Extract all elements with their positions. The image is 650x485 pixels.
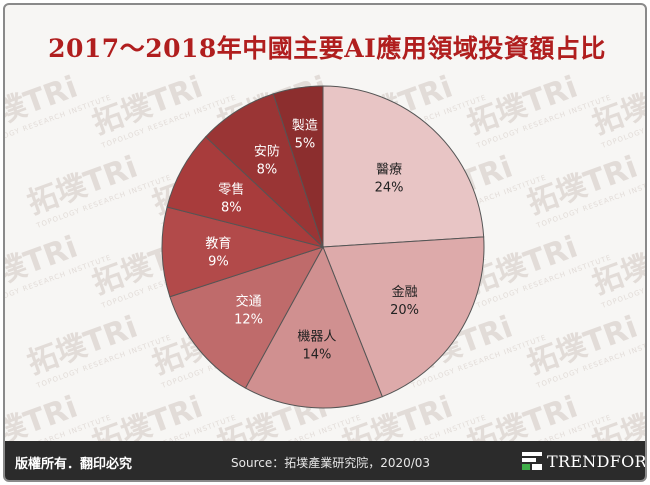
slice-value-1: 20% <box>390 303 419 318</box>
slice-value-2: 14% <box>302 347 331 362</box>
pie-slice-4 <box>161 206 325 298</box>
slice-label-1: 金融 <box>392 284 418 300</box>
pie-slice-0 <box>322 85 485 248</box>
source-text: Source：拓墣產業研究院，2020/03 <box>231 456 431 470</box>
chart-title: 2017～2018年中國主要AI應用領域投資額占比 <box>48 34 606 63</box>
slice-label-3: 交通 <box>236 294 262 310</box>
slice-label-5: 零售 <box>218 182 244 198</box>
pie-slice-1 <box>322 236 485 398</box>
slice-value-6: 8% <box>257 163 278 178</box>
footer-bar: 版權所有．翻印必究 Source：拓墣產業研究院，2020/03 TRENDFO… <box>5 441 647 480</box>
chart-frame: 拓墣TRi TOPOLOGY RESEARCH INSTITUTE 拓墣TRi TOP… <box>3 3 647 482</box>
trendforce-logo: TRENDFORCE <box>521 450 647 472</box>
pie-slice-7 <box>272 85 324 248</box>
slice-label-6: 安防 <box>254 144 280 160</box>
slice-value-3: 12% <box>234 313 263 328</box>
copyright-text: 版權所有．翻印必究 <box>15 457 133 472</box>
pie-slice-3 <box>169 246 325 389</box>
slice-value-4: 9% <box>208 254 229 269</box>
trendforce-logo-icon <box>522 452 542 470</box>
slice-value-7: 5% <box>295 137 316 152</box>
slice-label-4: 教育 <box>205 235 231 251</box>
slice-label-0: 醫療 <box>376 163 402 178</box>
pie-chart: 醫療 24% 金融 20% 機器人 14% 交通 12% 教育 9% 零售 8% 安防 8% 製造 5% <box>161 85 485 409</box>
slice-value-0: 24% <box>375 181 404 196</box>
slice-label-7: 製造 <box>292 119 318 134</box>
brand-name: TRENDFORCE <box>547 451 647 471</box>
slice-label-2: 機器人 <box>297 329 336 344</box>
pie-slice-2 <box>244 245 383 409</box>
slice-value-5: 8% <box>221 201 242 216</box>
